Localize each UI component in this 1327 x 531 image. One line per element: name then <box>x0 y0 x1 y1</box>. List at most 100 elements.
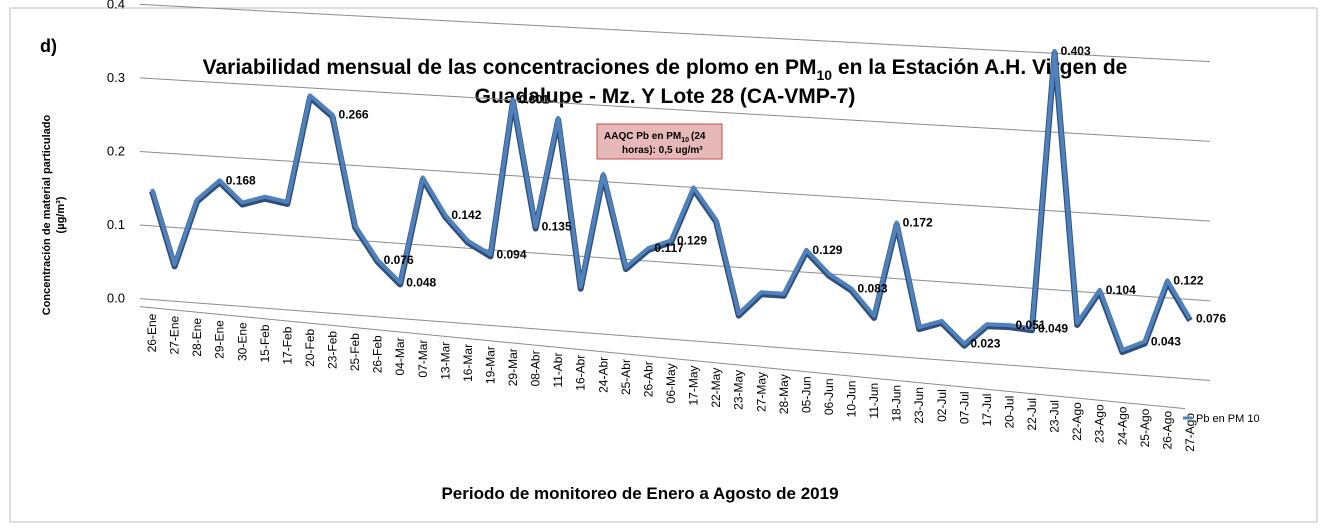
panel-label: d) <box>40 36 57 56</box>
y-tick-label: 0.2 <box>107 143 125 158</box>
title-part: Variabilidad mensual de las concentracio… <box>203 56 817 79</box>
data-label: 0.117 <box>654 241 684 255</box>
data-label: 0.051 <box>1015 318 1045 332</box>
data-label: 0.049 <box>1038 321 1068 335</box>
x-tick-label: 25-Abr <box>619 359 633 395</box>
data-line <box>150 49 1192 353</box>
data-label: 0.104 <box>1106 283 1136 297</box>
x-tick-label: 27-Ene <box>168 316 182 355</box>
x-tick-label: 16-Abr <box>574 355 588 391</box>
annotation-subscript: 10 <box>681 137 689 144</box>
x-tick-label: 20-Feb <box>303 328 317 366</box>
x-tick-label: 10-Jun <box>845 381 859 418</box>
x-tick-label: 17-May <box>687 365 701 405</box>
data-label: 0.023 <box>970 337 1000 351</box>
y-axis-title-line: (µg/m³) <box>55 196 67 233</box>
chart-title: Guadalupe - Mz. Y Lote 28 (CA-VMP-7) <box>475 85 856 108</box>
annotation-part: AAQC Pb en PM <box>604 131 681 142</box>
x-tick-label: 16-Mar <box>461 344 475 382</box>
chart-border <box>9 7 1318 523</box>
x-tick-label: 11-Jun <box>867 383 881 419</box>
data-label: 0.172 <box>903 216 933 230</box>
x-tick-label: 22-Ago <box>1070 402 1084 441</box>
data-label: 0.403 <box>1061 44 1091 58</box>
x-tick-label: 22-Jul <box>1025 398 1039 431</box>
title-subscript: 10 <box>817 67 833 83</box>
x-tick-label: 07-Mar <box>416 340 430 378</box>
data-label: 0.043 <box>1151 334 1181 348</box>
axis-floor <box>139 306 1186 410</box>
x-tick-label: 19-Mar <box>483 346 497 384</box>
data-label: 0.083 <box>858 282 888 296</box>
data-label: 0.168 <box>226 173 256 187</box>
grid-line <box>139 150 1211 222</box>
x-tick-label: 27-May <box>754 372 768 412</box>
x-tick-label: 26-Abr <box>641 361 655 397</box>
annotation-text: AAQC Pb en PM10 (24 <box>604 131 706 144</box>
annotation-text: horas): 0,5 ug/m³ <box>622 145 703 156</box>
y-tick-label: 0.3 <box>107 70 125 85</box>
x-tick-label: 17-Jul <box>980 394 994 427</box>
x-tick-label: 06-Jun <box>822 378 836 415</box>
x-tick-label: 22-May <box>709 368 723 408</box>
y-axis-title-line: Concentración de material particulado <box>41 114 53 315</box>
x-tick-label: 29-Ene <box>213 320 227 359</box>
data-label: 0.122 <box>1173 273 1203 287</box>
data-label: 0.301 <box>519 92 549 106</box>
x-tick-label: 28-May <box>777 374 791 414</box>
x-tick-label: 23-Jun <box>912 387 926 424</box>
x-tick-label: 26-Ene <box>145 313 159 352</box>
data-label: 0.266 <box>339 108 369 122</box>
data-label: 0.094 <box>496 247 526 261</box>
grid-line <box>139 77 1211 142</box>
data-label: 0.129 <box>677 233 707 247</box>
x-tick-label: 02-Jul <box>935 389 949 422</box>
x-tick-label: 15-Feb <box>258 324 272 362</box>
x-tick-label: 27-Ago <box>1183 413 1197 452</box>
legend-label: Pb en PM 10 <box>1196 413 1260 425</box>
x-tick-label: 05-Jun <box>799 376 813 413</box>
x-tick-label: 08-Abr <box>529 350 543 386</box>
annotation-box <box>596 123 723 160</box>
x-tick-label: 07-Jul <box>957 391 971 424</box>
x-tick-label: 25-Ago <box>1138 408 1152 447</box>
x-tick-label: 23-Ago <box>1093 404 1107 443</box>
x-tick-label: 17-Feb <box>280 326 294 364</box>
title-part: en la Estación A.H. Virgen de <box>832 56 1127 79</box>
chart-title: Variabilidad mensual de las concentracio… <box>203 56 1128 83</box>
x-tick-label: 26-Ago <box>1160 411 1174 450</box>
x-tick-label: 23-Feb <box>326 331 340 369</box>
data-label: 0.076 <box>1196 312 1226 326</box>
x-tick-label: 29-Mar <box>506 348 520 386</box>
x-tick-label: 20-Jul <box>1002 396 1016 429</box>
x-tick-label: 24-Ago <box>1115 406 1129 445</box>
x-tick-label: 04-Mar <box>393 337 407 375</box>
data-label: 0.142 <box>451 208 481 222</box>
x-tick-label: 18-Jun <box>890 385 904 422</box>
y-tick-label: 0.1 <box>107 217 125 232</box>
y-axis-title: Concentración de material particulado (µ… <box>41 114 67 315</box>
data-label: 0.048 <box>406 276 436 290</box>
grid-line <box>139 224 1211 302</box>
x-tick-label: 28-Ene <box>190 318 204 357</box>
x-tick-label: 23-Jul <box>1048 400 1062 433</box>
grid-line <box>139 3 1211 63</box>
x-tick-label: 23-May <box>732 370 746 410</box>
x-tick-label: 25-Feb <box>348 333 362 371</box>
data-label: 0.129 <box>812 243 842 257</box>
x-tick-label: 11-Abr <box>551 353 565 388</box>
data-label: 0.076 <box>384 253 414 267</box>
data-label: 0.135 <box>542 220 572 234</box>
x-tick-label: 26-Feb <box>371 335 385 373</box>
x-tick-label: 06-May <box>664 363 678 403</box>
x-tick-label: 13-Mar <box>438 342 452 380</box>
annotation-part: (24 <box>691 131 706 142</box>
x-tick-label: 24-Abr <box>596 357 610 393</box>
x-tick-label: 30-Ene <box>235 322 249 361</box>
y-tick-label: 0.4 <box>107 0 125 11</box>
x-axis-title: Periodo de monitoreo de Enero a Agosto d… <box>441 484 838 503</box>
grid-line <box>139 298 1211 382</box>
y-tick-label: 0.0 <box>107 291 125 306</box>
